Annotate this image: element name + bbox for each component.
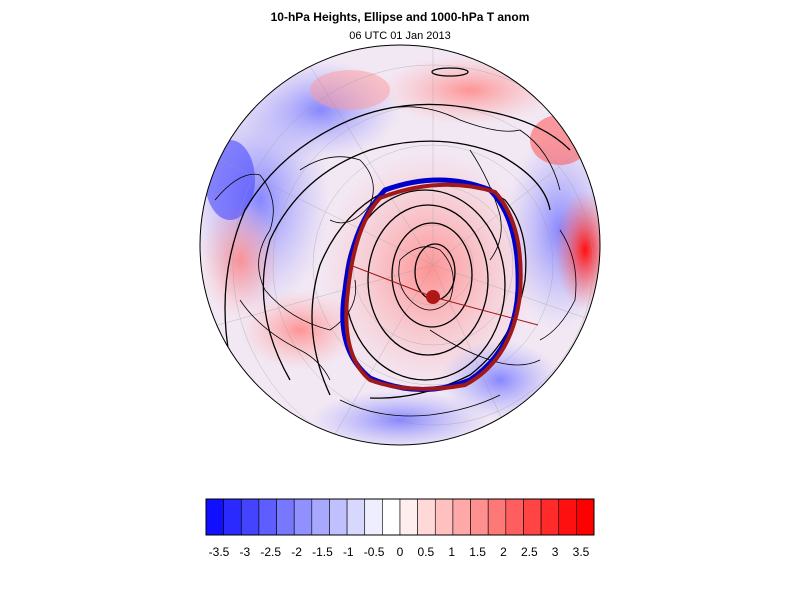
colorbar-tick-label: 2.5	[521, 545, 538, 559]
colorbar-swatch	[240, 498, 260, 536]
colorbar-swatch	[364, 498, 383, 536]
colorbar-swatch	[382, 498, 401, 536]
colorbar-outline	[205, 498, 595, 536]
colorbar-swatch	[576, 498, 595, 536]
vortex-centroid	[426, 290, 440, 304]
colorbar-tick-label: -3	[240, 545, 251, 559]
colorbar: -3.5 -3 -2.5 -2 -1.5 -1 -0.5 0 0.5 1 1.5 2 2.5 3 3.5	[205, 498, 595, 559]
colorbar-swatch	[523, 498, 542, 536]
ellipse-minor-axis	[349, 264, 434, 298]
colorbar-swatch	[311, 498, 330, 536]
colorbar-tick-label: 1	[448, 545, 455, 559]
colorbar-tick-label: 3	[552, 545, 559, 559]
colorbar-tick-label: 1.5	[469, 545, 486, 559]
colorbar-tick-label: 3.5	[573, 545, 590, 559]
colorbar-swatch	[399, 498, 418, 536]
colorbar-tick-label: -2	[291, 545, 302, 559]
colorbar-tick-label: -2.5	[260, 545, 281, 559]
colorbar-swatch	[558, 498, 577, 536]
colorbar-tick-label: -1	[343, 545, 354, 559]
colorbar-swatch	[470, 498, 489, 536]
colorbar-swatch	[223, 498, 242, 536]
colorbar-swatch	[205, 498, 224, 536]
colorbar-swatch	[452, 498, 471, 536]
vortex-edge-red	[344, 182, 523, 391]
ellipse-major-axis	[432, 296, 539, 326]
colorbar-tick-label: 0.5	[418, 545, 435, 559]
colorbar-swatch	[293, 498, 313, 536]
colorbar-tick-label: 2	[500, 545, 507, 559]
colorbar-tick-label: -3.5	[209, 545, 230, 559]
colorbar-tick-label: 0	[397, 545, 404, 559]
colorbar-swatch	[276, 498, 295, 536]
temperature-anomaly-field	[200, 45, 600, 445]
colorbar-tick-label: -0.5	[364, 545, 385, 559]
colorbar-swatch	[505, 498, 524, 536]
colorbar-swatch	[540, 498, 560, 536]
colorbar-swatch	[329, 498, 348, 536]
colorbar-tick-label: -1.5	[312, 545, 333, 559]
globe-outline	[199, 44, 601, 446]
colorbar-swatch	[487, 498, 507, 536]
colorbar-swatch	[434, 498, 454, 536]
colorbar-swatch	[258, 498, 277, 536]
figure-subtitle: 06 UTC 01 Jan 2013	[349, 30, 451, 42]
colorbar-swatch	[346, 498, 366, 536]
figure-title: 10-hPa Heights, Ellipse and 1000-hPa T a…	[270, 10, 530, 24]
colorbar-swatch	[417, 498, 436, 536]
